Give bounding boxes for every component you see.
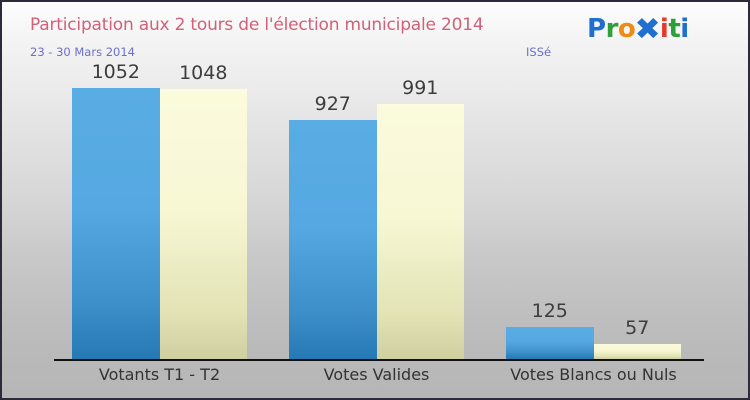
bar-value-label: 991 xyxy=(402,76,439,99)
logo-letter-t: t xyxy=(668,14,681,44)
logo-letter-i-first: i xyxy=(659,14,669,44)
bar-value-label: 125 xyxy=(531,299,568,322)
bar-value-label: 927 xyxy=(314,93,351,116)
bar-3-2 xyxy=(593,344,681,359)
category-label: Votes Blancs ou Nuls xyxy=(510,365,677,384)
commune-label: ISSé xyxy=(526,45,552,59)
date-range-label: 23 - 30 Mars 2014 xyxy=(30,45,135,59)
bar-3-1 xyxy=(506,326,594,359)
x-axis-line xyxy=(54,359,704,361)
category-label: Votes Valides xyxy=(323,365,430,384)
logo-letter-p: P xyxy=(587,14,606,44)
logo-letter-r: r xyxy=(605,14,619,44)
bar-2-2 xyxy=(376,103,464,359)
logo-letter-x-icon: ✖ xyxy=(634,12,661,47)
proxiti-logo[interactable]: Pro✖iti xyxy=(587,11,689,47)
bar-value-label: 1052 xyxy=(91,61,140,83)
page-title: Participation aux 2 tours de l'élection … xyxy=(30,15,484,35)
bar-1-2 xyxy=(159,89,247,359)
bar-value-label: 57 xyxy=(625,317,650,340)
bar-2-1 xyxy=(289,120,377,359)
category-label: Votants T1 - T2 xyxy=(98,365,221,384)
logo-letter-i-second: i xyxy=(680,14,689,44)
logo-letter-o: o xyxy=(617,14,636,44)
bar-1-1 xyxy=(72,88,160,359)
bar-value-label: 1048 xyxy=(179,62,228,85)
